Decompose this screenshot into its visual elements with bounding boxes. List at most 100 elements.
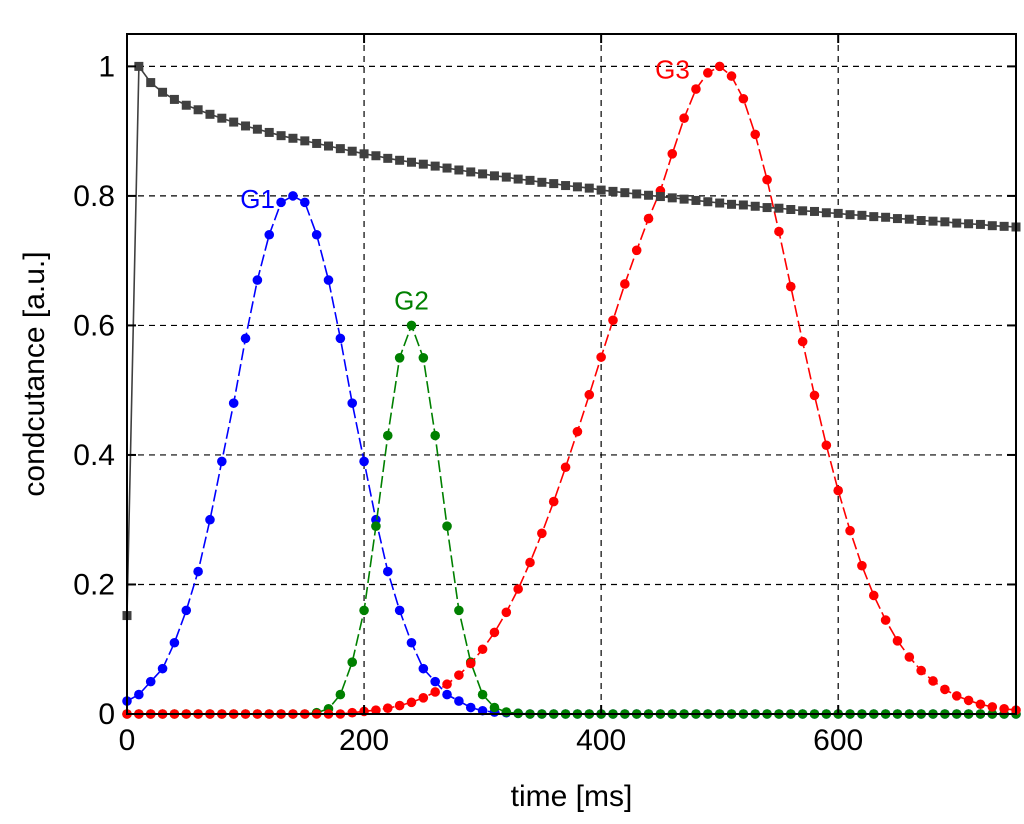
series-point: [335, 689, 346, 700]
series-point: [714, 61, 725, 72]
series-point: [868, 590, 879, 601]
series-point: [513, 174, 523, 184]
series-point: [703, 68, 713, 78]
series-point: [442, 521, 452, 531]
series-point: [383, 153, 393, 163]
series-point: [999, 704, 1009, 714]
y-tick-label: 0.6: [73, 309, 115, 342]
series-point: [952, 218, 962, 228]
series-point: [382, 566, 393, 577]
series-point: [395, 155, 405, 165]
series-point: [489, 627, 500, 638]
series-point: [975, 699, 986, 710]
series-point: [928, 676, 938, 686]
series-point: [572, 426, 583, 437]
series-point: [489, 171, 499, 181]
series-point: [549, 179, 559, 189]
series-point: [727, 199, 737, 209]
series-point: [561, 181, 571, 191]
series-point: [406, 637, 417, 648]
series-point: [382, 703, 393, 713]
series-point: [264, 127, 274, 137]
series-point: [975, 219, 985, 229]
series-point: [394, 353, 405, 363]
series-point: [904, 214, 914, 224]
series-point: [774, 203, 784, 213]
series-point: [442, 689, 452, 700]
series-point: [134, 689, 144, 700]
series-point: [750, 129, 761, 140]
x-tick-label: 0: [119, 724, 136, 757]
series-point: [880, 615, 891, 625]
grid-lines: [127, 34, 1016, 714]
series-point: [217, 113, 227, 123]
series-point: [608, 315, 618, 326]
series-point: [394, 700, 405, 711]
series-annotation-g1: G1: [240, 184, 275, 214]
series-point: [477, 689, 488, 700]
x-tick-label: 200: [339, 724, 389, 757]
series-point: [454, 696, 464, 706]
series-point: [548, 496, 559, 507]
series-point: [454, 165, 464, 175]
series-point: [963, 695, 974, 706]
series-point: [857, 560, 867, 571]
series-2: [122, 320, 1021, 719]
series-point: [964, 219, 974, 229]
series-point: [821, 440, 832, 451]
series-point: [311, 229, 322, 240]
series-point: [797, 336, 808, 347]
series-point: [276, 197, 286, 208]
series-point: [193, 105, 203, 115]
series-point: [465, 702, 476, 713]
series-point: [241, 121, 251, 131]
series-point: [667, 193, 677, 203]
series-point: [312, 138, 322, 148]
series-point: [181, 605, 192, 616]
series-point: [845, 525, 855, 536]
series-point: [892, 214, 902, 224]
series-point: [430, 430, 440, 441]
series-point: [347, 398, 358, 408]
series-point: [667, 149, 678, 159]
series-point: [726, 71, 737, 81]
series-point: [347, 657, 358, 667]
series-point: [691, 84, 701, 94]
plot-frame: [126, 33, 1017, 715]
series-point: [525, 557, 535, 568]
series-line-0: [126, 64, 1017, 616]
series-point: [335, 333, 346, 344]
series-point: [406, 157, 416, 167]
series-point: [584, 183, 594, 193]
series-point: [655, 192, 665, 202]
series-point: [382, 430, 393, 441]
series-point: [537, 528, 547, 539]
series-point: [785, 281, 796, 292]
series-point: [217, 456, 227, 467]
y-tick-label: 0.2: [73, 568, 115, 601]
series-point: [644, 190, 654, 200]
series-point: [430, 161, 440, 171]
series-point: [904, 652, 915, 662]
series-point: [537, 177, 547, 187]
series-point: [418, 693, 429, 703]
series-point: [987, 702, 998, 712]
series-point: [608, 186, 618, 196]
series-point: [940, 684, 950, 695]
series-point: [762, 203, 772, 213]
y-tick-label: 0.4: [73, 439, 115, 472]
series-point: [715, 198, 725, 208]
x-axis-label: time [ms]: [511, 780, 633, 813]
series-point: [620, 279, 630, 289]
tick-marks: 0 200 400 600 0 0.2 0.4 0.6 0.8 1: [73, 34, 1016, 757]
series-point: [892, 636, 903, 646]
y-axis-label: condcutance [a.u.]: [18, 251, 51, 496]
series-point: [738, 200, 748, 210]
series-point: [501, 172, 511, 182]
series-point: [951, 691, 962, 701]
series-point: [881, 212, 891, 222]
series-point: [501, 707, 512, 717]
series-point: [145, 676, 156, 687]
annotation-group: G1 G2 G3: [240, 54, 690, 315]
